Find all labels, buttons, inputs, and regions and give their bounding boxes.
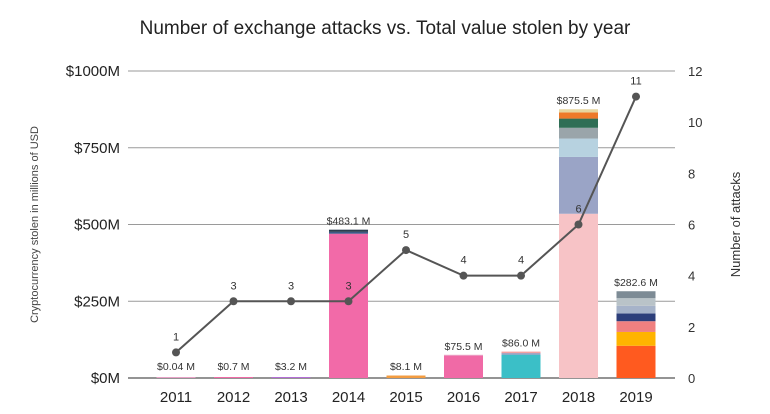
bar-segment [271, 377, 311, 378]
bar-value-label: $875.5 M [557, 95, 601, 107]
attacks-point [344, 297, 353, 306]
bar-segment [329, 233, 368, 378]
y-tick-label: $250M [74, 293, 120, 310]
attacks-point-label: 5 [403, 229, 409, 241]
y2-tick-label: 0 [688, 371, 695, 386]
bar-value-label: $86.0 M [502, 338, 540, 350]
bar-segment [444, 355, 483, 378]
attacks-point [287, 297, 295, 306]
bar-value-label: $8.1 M [390, 361, 422, 373]
x-tick-label: 2015 [389, 389, 422, 406]
attacks-point [517, 271, 525, 280]
x-tick-label: 2012 [217, 389, 250, 406]
bar-segment [444, 354, 483, 356]
bar-segment [386, 375, 426, 378]
y2-tick-label: 4 [688, 269, 695, 284]
chart-title: Number of exchange attacks vs. Total val… [139, 18, 631, 39]
bar-segment [616, 298, 656, 306]
y2-tick-label: 6 [688, 218, 695, 233]
y2-tick-label: 2 [688, 320, 695, 335]
bar-value-label: $282.6 M [614, 277, 658, 289]
bar-value-label: $3.2 M [275, 361, 307, 373]
bar-value-label: $483.1 M [327, 216, 371, 228]
attacks-point-label: 3 [345, 280, 351, 292]
bar-segment [559, 109, 598, 113]
bar-segment [559, 138, 598, 157]
x-tick-label: 2014 [332, 389, 365, 406]
bar-segment [501, 353, 541, 355]
bars [156, 109, 656, 378]
attacks-point-label: 3 [230, 280, 236, 292]
bar-value-label: $75.5 M [445, 341, 483, 353]
attacks-point [402, 246, 410, 255]
x-tick-label: 2013 [274, 389, 307, 406]
bar-segment [559, 213, 598, 378]
y-tick-label: $500M [74, 217, 120, 234]
bar-segment [616, 321, 656, 332]
y-tick-label: $750M [74, 140, 120, 157]
attacks-point [574, 220, 583, 229]
chart-labels: $0M $250M $500M $750M $1000M 0 2 4 6 8 10 12 Cryptoc… [29, 63, 743, 406]
attacks-line [172, 92, 640, 357]
bar-segment [616, 305, 656, 314]
attacks-point-label: 4 [518, 255, 524, 267]
bar-segment [156, 377, 196, 378]
y2-tick-label: 12 [688, 64, 702, 79]
bar-segment [214, 377, 253, 378]
bar-segment [501, 351, 541, 354]
attacks-point-label: 6 [575, 204, 581, 216]
y-tick-label: $1000M [66, 63, 120, 80]
bar-segment [616, 313, 656, 322]
bar-segment [559, 156, 598, 214]
bar-segment [559, 112, 598, 119]
bar-segment [616, 331, 656, 346]
x-tick-label: 2016 [447, 389, 480, 406]
bar-value-label: $0.7 M [217, 361, 249, 373]
y-axis-title: Cryptocurrency stolen in millions of USD [29, 126, 41, 323]
bar-segment [501, 354, 541, 378]
attacks-point [172, 348, 180, 357]
bar-segment [329, 229, 368, 232]
x-tick-label: 2011 [160, 389, 192, 406]
x-tick-label: 2019 [619, 389, 652, 406]
x-tick-label: 2017 [504, 389, 537, 406]
bar-value-label: $0.04 M [157, 361, 195, 373]
bar-segment [559, 127, 598, 139]
y2-axis-title: Number of attacks [728, 171, 743, 277]
attacks-point-label: 11 [630, 76, 641, 88]
y-tick-label: $0M [91, 370, 120, 387]
bar-segment [616, 345, 656, 378]
bar-segment [616, 291, 656, 299]
y2-tick-label: 10 [688, 115, 702, 130]
y2-tick-label: 8 [688, 166, 695, 181]
x-tick-label: 2018 [562, 389, 595, 406]
attacks-point-label: 1 [173, 331, 179, 343]
bar-segment [329, 231, 368, 234]
bar-segment [559, 118, 598, 128]
attacks-point-label: 3 [288, 280, 294, 292]
attacks-point-label: 4 [460, 255, 466, 267]
attacks-point [632, 92, 640, 101]
attacks-point [459, 271, 468, 280]
attacks-point [229, 297, 238, 306]
